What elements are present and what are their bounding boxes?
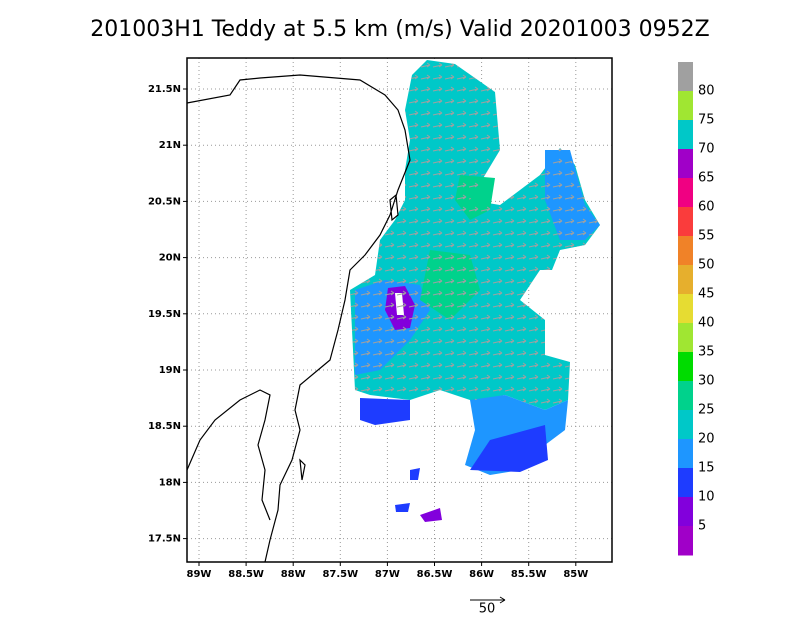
lat-label: 18.5N bbox=[148, 421, 181, 432]
colorbar-label: 25 bbox=[698, 403, 715, 418]
wind-field bbox=[350, 60, 600, 522]
lat-label: 20.5N bbox=[148, 196, 181, 207]
scale-label: 50 bbox=[479, 602, 496, 617]
colorbar-label: 50 bbox=[698, 258, 715, 273]
title: 201003H1 Teddy at 5.5 km (m/s) Valid 202… bbox=[90, 17, 709, 42]
colorbar-bin bbox=[678, 352, 693, 382]
colorbar-label: 5 bbox=[698, 519, 706, 534]
colorbar-label: 40 bbox=[698, 316, 715, 331]
lat-label: 18N bbox=[159, 477, 181, 488]
colorbar-bin bbox=[678, 468, 693, 498]
colorbar-bin bbox=[678, 323, 693, 353]
lon-label: 87.5W bbox=[322, 569, 358, 580]
coastline bbox=[186, 74, 411, 563]
lon-label: 86W bbox=[469, 569, 494, 580]
colorbar-bin bbox=[678, 178, 693, 208]
colorbar-label: 80 bbox=[698, 84, 715, 99]
colorbar-label: 45 bbox=[698, 287, 715, 302]
lat-label: 21.5N bbox=[148, 84, 181, 95]
map-frame bbox=[186, 57, 613, 563]
colorbar-bin bbox=[678, 62, 693, 92]
colorbar-label: 30 bbox=[698, 374, 715, 389]
lon-label: 87W bbox=[375, 569, 400, 580]
colorbar-label: 10 bbox=[698, 490, 715, 505]
lon-label: 88W bbox=[281, 569, 306, 580]
colorbar-bin bbox=[678, 294, 693, 324]
colorbar-bin bbox=[678, 120, 693, 150]
colorbar-label: 15 bbox=[698, 461, 715, 476]
lon-label: 86.5W bbox=[417, 569, 453, 580]
lon-label: 85W bbox=[563, 569, 588, 580]
colorbar-bin bbox=[678, 149, 693, 179]
colorbar-label: 65 bbox=[698, 171, 715, 186]
lat-label: 19N bbox=[159, 365, 181, 376]
lat-label: 21N bbox=[159, 140, 181, 151]
map-panel bbox=[186, 57, 613, 563]
colorbar-bin bbox=[678, 236, 693, 266]
colorbar-label: 70 bbox=[698, 142, 715, 157]
colorbar-label: 75 bbox=[698, 113, 715, 128]
colorbar: 80 75 70 65 60 55 50 45 40 35 30 25 20 15 10 5 bbox=[678, 62, 715, 556]
colorbar-bin bbox=[678, 265, 693, 295]
vector-scale: 50 bbox=[470, 596, 506, 617]
colorbar-bin bbox=[678, 381, 693, 411]
colorbar-label: 60 bbox=[698, 200, 715, 215]
lat-label: 17.5N bbox=[148, 534, 181, 545]
lon-label: 88.5W bbox=[228, 569, 264, 580]
colorbar-label: 20 bbox=[698, 432, 715, 447]
colorbar-bin bbox=[678, 410, 693, 440]
lon-label: 85.5W bbox=[511, 569, 547, 580]
colorbar-bin bbox=[678, 439, 693, 469]
lon-label: 89W bbox=[187, 569, 212, 580]
colorbar-label: 35 bbox=[698, 345, 715, 360]
lat-label: 19.5N bbox=[148, 309, 181, 320]
colorbar-bin bbox=[678, 497, 693, 527]
colorbar-label: 55 bbox=[698, 229, 715, 244]
lat-label: 20N bbox=[159, 253, 181, 264]
colorbar-bin bbox=[678, 91, 693, 121]
colorbar-bin bbox=[678, 207, 693, 237]
colorbar-bin bbox=[678, 526, 693, 556]
